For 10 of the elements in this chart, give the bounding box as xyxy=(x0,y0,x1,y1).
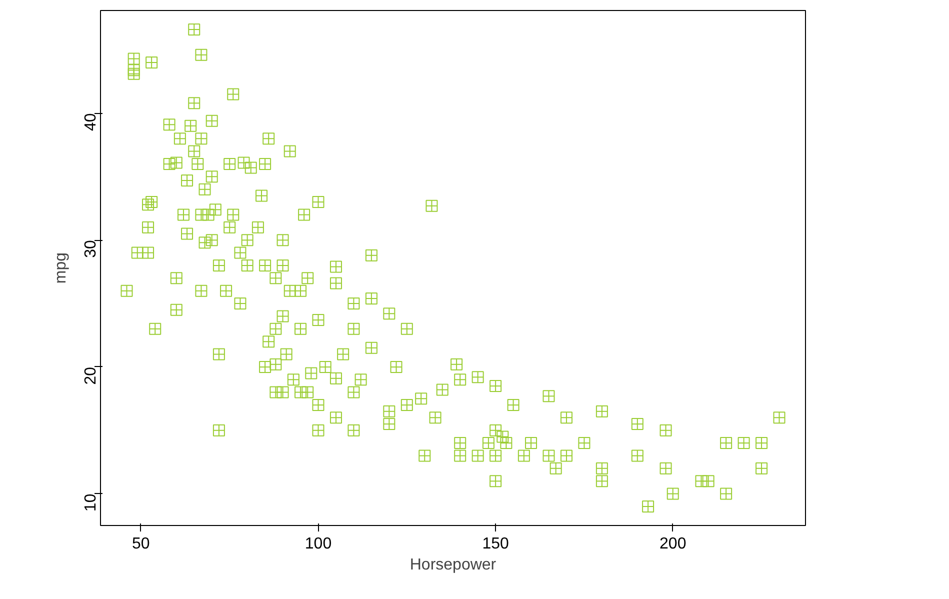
y-tick-label: 10 xyxy=(82,494,100,512)
y-tick-label: 40 xyxy=(82,113,100,132)
x-axis-title: Horsepower xyxy=(410,556,497,574)
x-tick-label: 150 xyxy=(482,536,510,552)
y-axis-title: mpg xyxy=(52,252,70,284)
x-tick-label: 50 xyxy=(132,536,150,552)
x-tick-label: 100 xyxy=(304,536,332,552)
y-tick-label: 20 xyxy=(82,366,100,385)
x-tick-label: 200 xyxy=(660,536,686,552)
y-tick-label: 30 xyxy=(82,240,100,258)
